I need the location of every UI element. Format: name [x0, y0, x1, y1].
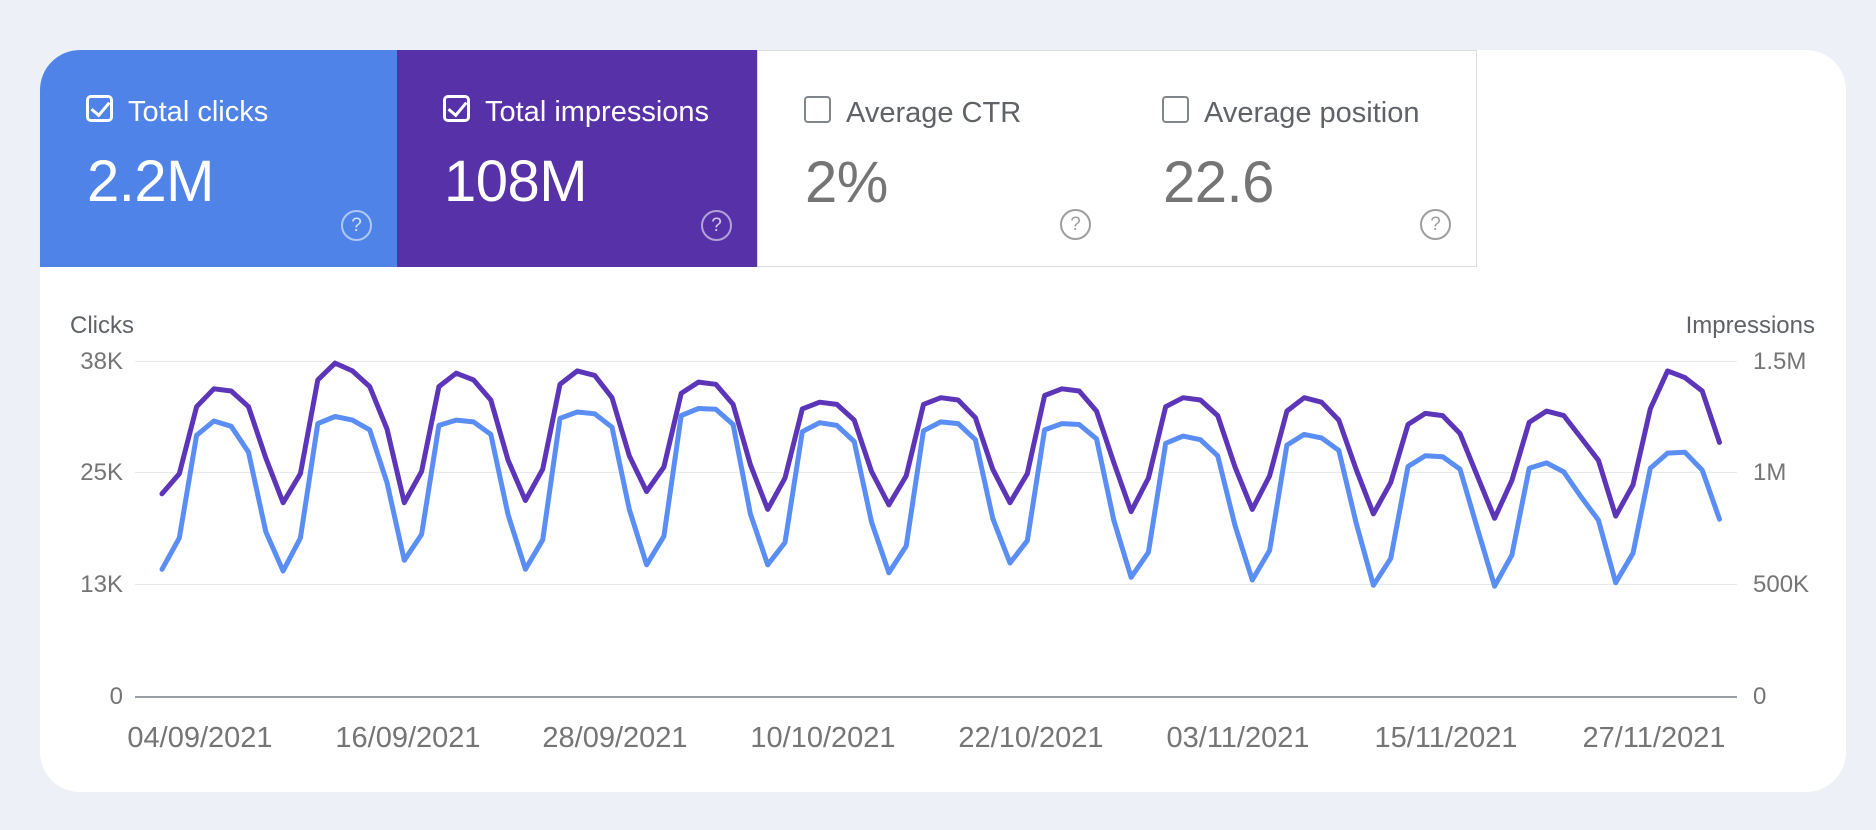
scorecard-label: Average CTR	[846, 97, 1022, 129]
line-chart-plot-area[interactable]	[135, 300, 1750, 710]
x-axis-line	[135, 696, 1737, 698]
gridline	[135, 472, 1737, 473]
total-impressions-checkbox[interactable]	[443, 95, 470, 122]
gridline	[135, 584, 1737, 585]
left-axis-tick: 0	[109, 683, 123, 710]
clicks-line-series	[159, 406, 1722, 589]
right-axis-tick: 1M	[1753, 459, 1787, 486]
scorecard-total-impressions[interactable]: Total impressions 108M ?	[397, 50, 757, 267]
scorecard-label: Average position	[1204, 97, 1420, 129]
right-axis-tick: 0	[1753, 683, 1767, 710]
total-clicks-checkbox[interactable]	[86, 95, 113, 122]
x-axis-date-label: 10/10/2021	[750, 722, 896, 754]
left-axis-tick: 38K	[80, 348, 123, 375]
left-axis-tick: 25K	[80, 459, 123, 486]
x-axis-date-label: 15/11/2021	[1374, 722, 1518, 754]
scorecard-average-position[interactable]: Average position 22.6 ?	[1116, 50, 1477, 267]
average-ctr-checkbox[interactable]	[804, 96, 831, 123]
scorecard-value: 22.6	[1163, 150, 1274, 215]
help-icon[interactable]: ?	[1060, 209, 1091, 240]
left-axis-tick: 13K	[80, 571, 123, 598]
help-icon[interactable]: ?	[341, 210, 372, 241]
scorecard-total-clicks[interactable]: Total clicks 2.2M ?	[40, 50, 397, 267]
help-icon[interactable]: ?	[1420, 209, 1451, 240]
scorecard-value: 2.2M	[87, 149, 214, 214]
scorecards-row: Total clicks 2.2M ? Total impressions 10…	[40, 50, 1846, 267]
x-axis-date-label: 27/11/2021	[1582, 722, 1726, 754]
scorecard-label: Total clicks	[128, 96, 269, 128]
performance-panel: Total clicks 2.2M ? Total impressions 10…	[40, 50, 1846, 792]
x-axis-date-label: 22/10/2021	[958, 722, 1104, 754]
x-axis-date-label: 04/09/2021	[127, 722, 273, 754]
help-icon[interactable]: ?	[701, 210, 732, 241]
scorecard-value: 108M	[444, 149, 588, 214]
gridline	[135, 361, 1737, 362]
average-position-checkbox[interactable]	[1162, 96, 1189, 123]
scorecard-average-ctr[interactable]: Average CTR 2% ?	[757, 50, 1117, 267]
right-axis-title: Impressions	[1685, 312, 1815, 339]
right-axis-tick: 1.5M	[1753, 348, 1807, 375]
scorecard-value: 2%	[805, 150, 888, 215]
x-axis-date-label: 28/09/2021	[542, 722, 688, 754]
impressions-line-series	[159, 360, 1722, 521]
right-axis-tick: 500K	[1753, 571, 1810, 598]
x-axis-date-label: 03/11/2021	[1166, 722, 1310, 754]
x-axis-date-label: 16/09/2021	[335, 722, 481, 754]
scorecard-label: Total impressions	[485, 96, 710, 128]
left-axis-title: Clicks	[70, 312, 134, 339]
